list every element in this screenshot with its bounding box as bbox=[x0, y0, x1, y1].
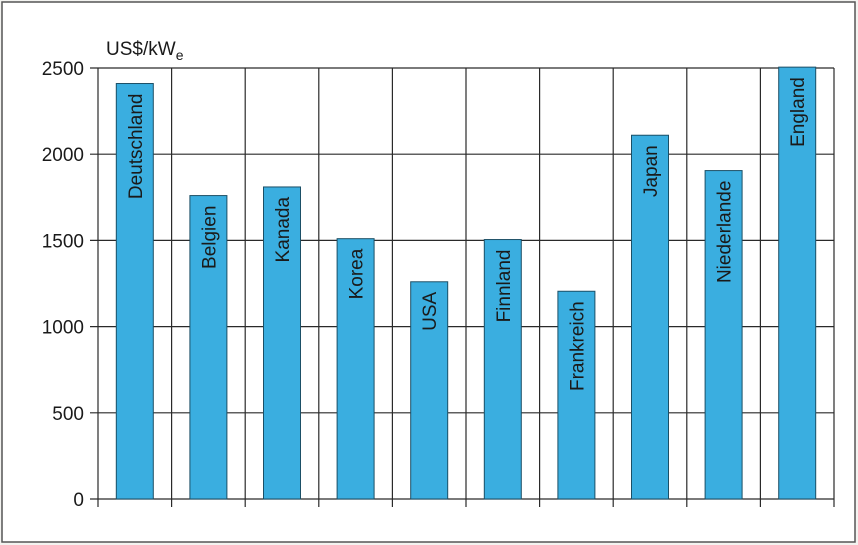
y-tick-label: 0 bbox=[73, 490, 84, 511]
bar-labels: Deutschland Belgien Kanada Korea USA Finnland… bbox=[126, 77, 809, 391]
bar-label-korea: Korea bbox=[347, 248, 368, 299]
bar-niederlande bbox=[704, 170, 743, 500]
y-tick-label: 1500 bbox=[42, 231, 84, 252]
bar-finnland bbox=[483, 239, 522, 500]
bars bbox=[115, 66, 817, 500]
y-tick-label: 500 bbox=[52, 404, 84, 425]
bar-belgien bbox=[189, 195, 228, 500]
bar-korea bbox=[336, 238, 375, 500]
bar-label-finnland: Finnland bbox=[494, 250, 515, 323]
bar-usa bbox=[410, 281, 449, 500]
bar-kanada bbox=[263, 186, 301, 500]
bar-label-belgien: Belgien bbox=[199, 206, 220, 269]
bar-label-usa: USA bbox=[420, 291, 441, 330]
bar-frankreich bbox=[557, 290, 596, 500]
y-tick-label: 2500 bbox=[42, 59, 84, 80]
bar-label-niederlande: Niederlande bbox=[715, 181, 736, 283]
bar-japan bbox=[631, 134, 669, 500]
y-axis-unit-label: US$/kWe bbox=[106, 39, 184, 63]
bar-deutschland bbox=[115, 83, 154, 500]
bar-label-japan: Japan bbox=[641, 145, 662, 197]
bar-england bbox=[778, 66, 817, 500]
bar-label-deutschland: Deutschland bbox=[126, 94, 147, 200]
bar-label-kanada: Kanada bbox=[273, 197, 294, 263]
bar-label-england: England bbox=[788, 77, 809, 147]
y-tick-label: 1000 bbox=[42, 318, 84, 339]
y-tick-label: 2000 bbox=[42, 145, 84, 166]
y-axis-ticks: 0 500 1000 1500 2000 2500 bbox=[42, 59, 84, 511]
bar-label-frankreich: Frankreich bbox=[567, 301, 588, 391]
